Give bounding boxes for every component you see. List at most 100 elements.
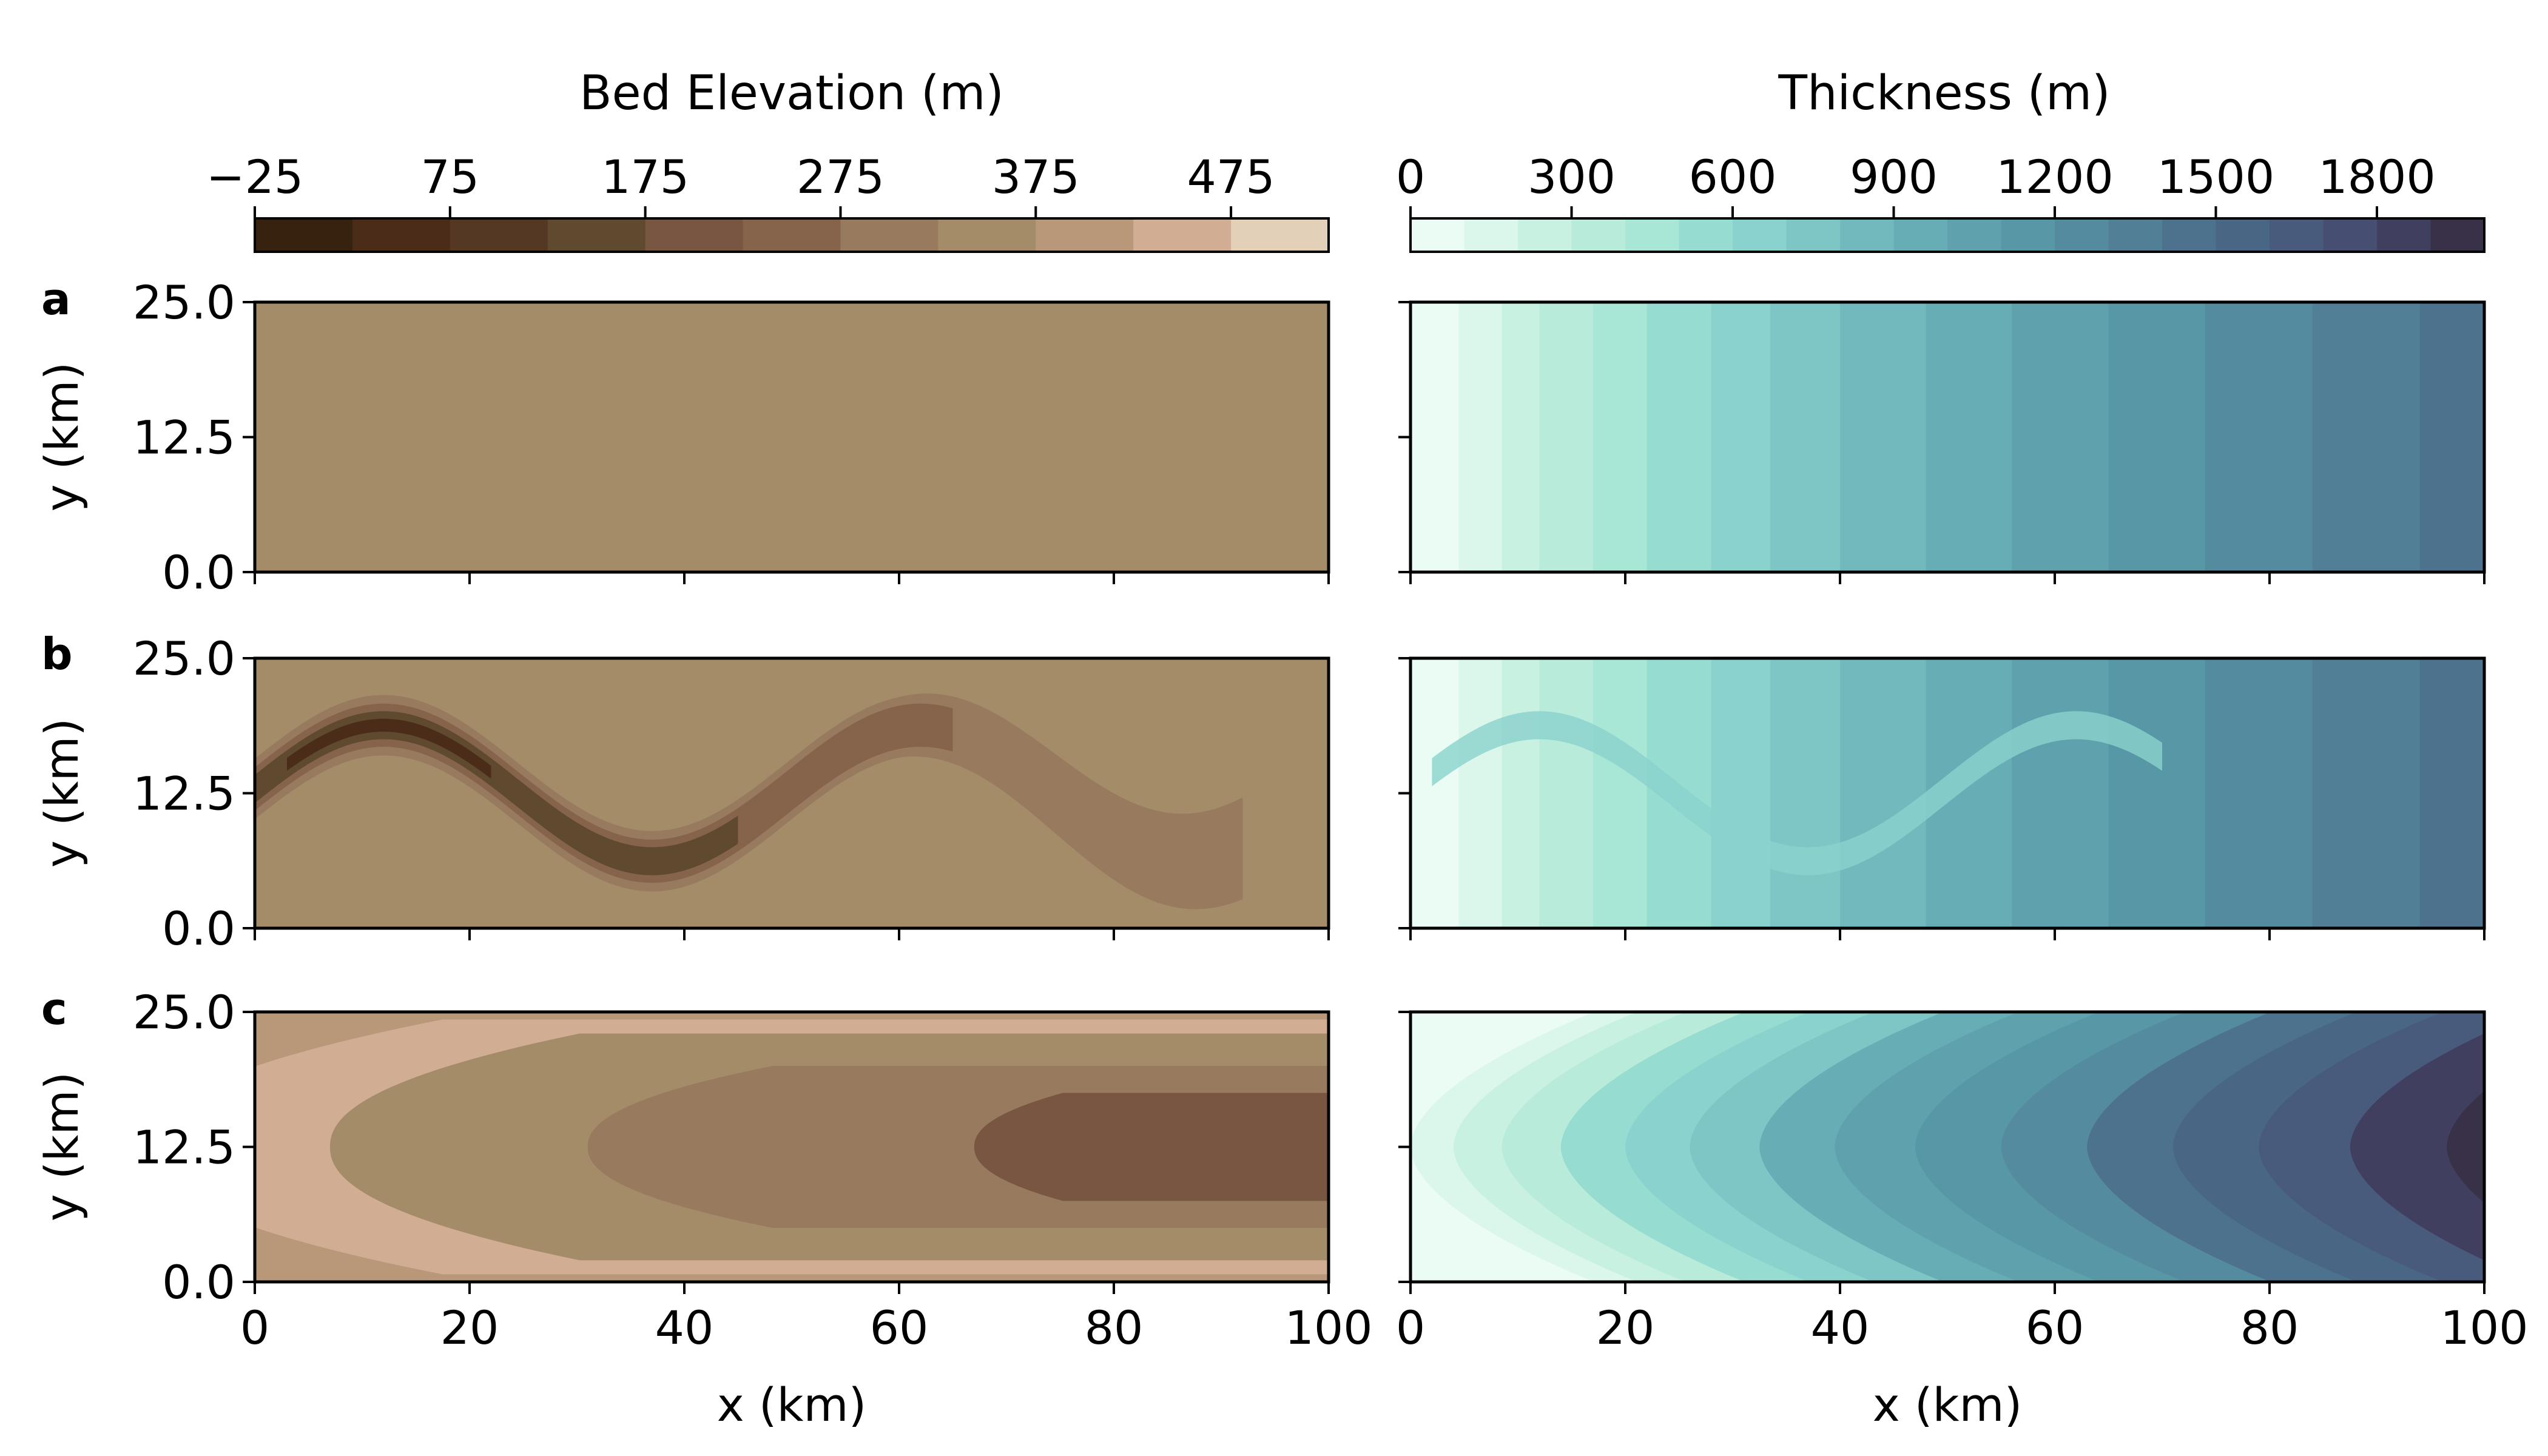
thickness-colorbar-tick-label: 1200	[1996, 150, 2113, 204]
x-tick-label: 40	[655, 1301, 714, 1355]
thickness-band	[2419, 302, 2484, 572]
thickness-band	[1646, 302, 1712, 572]
x-tick-label: 20	[1596, 1301, 1655, 1355]
thickness-band	[2205, 302, 2313, 572]
bed-colorbar-tick-label: 275	[797, 150, 885, 204]
panel-label-b: b	[41, 629, 73, 679]
y-tick-label: 12.5	[133, 1121, 235, 1175]
bed-fill	[255, 302, 1329, 572]
thickness-band	[1711, 302, 1771, 572]
bed-colorbar-tick-label: 175	[601, 150, 689, 204]
thickness-xlabel: x (km)	[1873, 1378, 2022, 1432]
thickness-colorbar-swatch	[1786, 218, 1841, 252]
thickness-colorbar-frame	[1409, 217, 2486, 253]
thickness-colorbar-swatch	[2216, 218, 2270, 252]
panel-c-thickness	[1409, 1010, 2486, 1284]
thickness-colorbar-swatch	[2430, 218, 2485, 252]
thickness-colorbar-swatch	[2323, 218, 2378, 252]
thickness-band	[1539, 302, 1594, 572]
bed-colorbar-swatch	[547, 218, 646, 252]
thickness-colorbar-tick-label: 900	[1850, 150, 1938, 204]
trough-core	[287, 718, 491, 779]
thickness-band	[2312, 302, 2421, 572]
thickness-colorbar-swatch	[2377, 218, 2431, 252]
bed-colorbar-swatch	[450, 218, 548, 252]
panel-b-bed	[253, 656, 1330, 930]
panel-a-thickness	[1409, 300, 2486, 574]
bed-colorbar-swatch	[1133, 218, 1232, 252]
thickness-band	[1458, 658, 1503, 928]
x-tick-label: 60	[870, 1301, 929, 1355]
thickness-anomaly	[1432, 711, 2162, 875]
x-tick-label: 80	[1085, 1301, 1144, 1355]
thickness-colorbar-swatch	[1893, 218, 1948, 252]
thickness-colorbar-tick-label: 600	[1688, 150, 1776, 204]
thickness-colorbar-tick-label: 1800	[2318, 150, 2435, 204]
thickness-band	[2205, 658, 2313, 928]
bed-colorbar-tick-label: 75	[420, 150, 479, 204]
y-tick-label: 0.0	[162, 902, 235, 956]
thickness-band	[1840, 658, 1927, 928]
thickness-band	[1770, 658, 1841, 928]
thickness-colorbar-swatch	[1518, 218, 1572, 252]
panel-c-bed	[253, 1010, 1330, 1284]
thickness-colorbar-tick-label: 0	[1396, 150, 1425, 204]
thickness-band	[1711, 658, 1771, 928]
bed-colorbar-swatch	[1036, 218, 1134, 252]
bed-colorbar-tick-label: 475	[1187, 150, 1275, 204]
panel-label-c: c	[41, 983, 67, 1034]
x-tick-label: 60	[2026, 1301, 2085, 1355]
thickness-band	[1410, 658, 1460, 928]
thickness-contour	[2447, 1091, 2484, 1203]
thickness-band	[1410, 302, 1460, 572]
thickness-colorbar-swatch	[2001, 218, 2055, 252]
thickness-colorbar-swatch	[2162, 218, 2216, 252]
thickness-band	[1458, 302, 1503, 572]
x-tick-label: 0	[240, 1301, 269, 1355]
x-tick-label: 0	[1396, 1301, 1425, 1355]
x-tick-label: 100	[2440, 1301, 2528, 1355]
thickness-band	[2012, 302, 2109, 572]
thickness-band	[1926, 302, 2012, 572]
thickness-band	[1592, 658, 1647, 928]
thickness-band	[1502, 302, 1540, 572]
thickness-band	[2108, 658, 2206, 928]
thickness-band	[1840, 302, 1927, 572]
thickness-colorbar-swatch	[1625, 218, 1679, 252]
thickness-colorbar-swatch	[1733, 218, 1787, 252]
thickness-band	[1592, 302, 1647, 572]
bed-colorbar-tick-label: −25	[206, 150, 303, 204]
bed-contour	[974, 1093, 1329, 1201]
bed-colorbar-swatch	[840, 218, 939, 252]
thickness-colorbar-swatch	[2108, 218, 2163, 252]
thickness-colorbar-swatch	[1464, 218, 1518, 252]
bed-colorbar-swatch	[1231, 218, 1329, 252]
x-tick-label: 40	[1811, 1301, 1870, 1355]
bed-elevation-colorbar: −25 75 175 275 375 475	[206, 150, 1330, 253]
y-tick-label: 25.0	[133, 985, 235, 1039]
bed-colorbar-title: Bed Elevation (m)	[579, 66, 1004, 121]
panel-label-a: a	[41, 274, 71, 325]
y-tick-label: 25.0	[133, 632, 235, 686]
y-tick-label: 12.5	[133, 767, 235, 821]
bed-colorbar-swatch	[743, 218, 841, 252]
y-tick-label: 25.0	[133, 275, 235, 329]
thickness-colorbar-tick-label: 300	[1528, 150, 1616, 204]
panel-a-ylabel: y (km)	[35, 362, 89, 511]
panel-a-bed	[253, 300, 1330, 574]
thickness-colorbar-tick-label: 1500	[2157, 150, 2274, 204]
panel-c-ylabel: y (km)	[35, 1072, 89, 1221]
bed-colorbar-swatch	[352, 218, 451, 252]
thickness-band	[2108, 302, 2206, 572]
thickness-band	[1770, 302, 1841, 572]
bed-colorbar-swatch	[255, 218, 353, 252]
x-tick-label: 20	[440, 1301, 499, 1355]
panel-b-thickness	[1409, 656, 2486, 930]
trough-inner	[255, 711, 738, 875]
bed-colorbar-swatch	[645, 218, 744, 252]
thickness-band	[1502, 658, 1540, 928]
thickness-colorbar-swatch	[2270, 218, 2324, 252]
thickness-colorbar-title: Thickness (m)	[1778, 66, 2110, 121]
bed-xlabel: x (km)	[717, 1378, 866, 1432]
